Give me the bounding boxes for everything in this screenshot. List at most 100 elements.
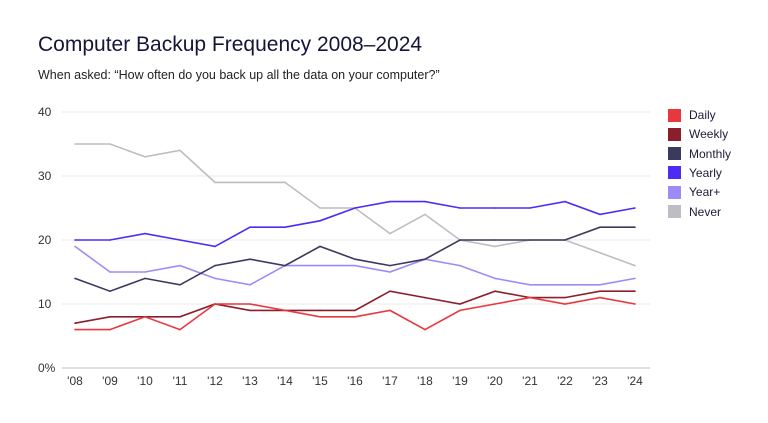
x-tick-label: '10 (137, 374, 153, 388)
data-point (564, 200, 566, 203)
y-tick-label: 0% (38, 361, 56, 375)
legend-swatch (668, 108, 681, 122)
data-point (564, 303, 566, 305)
x-tick-label: '12 (207, 374, 223, 388)
data-point (494, 277, 496, 280)
data-point (459, 207, 461, 209)
data-point (599, 226, 601, 228)
data-point (354, 258, 356, 261)
data-point (494, 303, 496, 305)
legend-swatch (668, 185, 681, 199)
x-tick-label: '24 (627, 374, 643, 388)
data-point (389, 200, 391, 203)
data-point (249, 181, 251, 184)
x-tick-label: '17 (382, 374, 398, 388)
data-point (529, 284, 531, 286)
data-point (144, 316, 146, 318)
data-point (249, 226, 251, 228)
x-tick-label: '22 (557, 374, 573, 388)
data-point (389, 309, 391, 312)
data-point (109, 271, 111, 273)
data-point (74, 322, 76, 325)
x-tick-label: '21 (522, 374, 538, 388)
legend-item: Yearly (668, 166, 722, 180)
data-point (354, 264, 356, 267)
data-point (529, 296, 531, 299)
data-point (389, 290, 391, 293)
data-point (144, 277, 146, 280)
data-point (459, 239, 461, 241)
legend-label: Never (689, 204, 722, 219)
data-point (389, 232, 391, 235)
x-tick-label: '16 (347, 374, 363, 388)
data-point (214, 245, 216, 248)
legend-item: Year+ (668, 185, 720, 199)
legend-swatch (668, 147, 681, 161)
data-point (354, 316, 356, 318)
data-point (634, 207, 636, 209)
data-point (564, 296, 566, 299)
data-point (249, 284, 251, 286)
data-point (354, 309, 356, 312)
legend-label: Weekly (689, 127, 729, 142)
data-point (634, 303, 636, 305)
x-tick-label: '11 (173, 374, 188, 388)
data-point (179, 316, 181, 318)
data-point (214, 264, 216, 267)
data-point (494, 245, 496, 248)
legend-item: Never (668, 205, 721, 219)
chart-title: Computer Backup Frequency 2008–2024 (38, 33, 423, 56)
data-point (284, 181, 286, 184)
data-point (634, 290, 636, 293)
data-point (599, 296, 601, 299)
data-point (214, 181, 216, 184)
x-tick-label: '19 (452, 374, 468, 388)
data-point (109, 316, 111, 318)
data-point (599, 290, 601, 293)
data-point (179, 264, 181, 267)
y-tick-label: 20 (38, 233, 52, 247)
x-tick-label: '14 (277, 374, 293, 388)
legend-swatch (668, 166, 681, 180)
data-point (109, 239, 111, 241)
data-point (214, 277, 216, 280)
y-tick-label: 10 (38, 297, 52, 311)
data-point (599, 284, 601, 286)
x-tick-label: '18 (417, 374, 433, 388)
data-point (424, 296, 426, 299)
data-point (74, 143, 76, 145)
data-point (74, 277, 76, 280)
data-point (144, 232, 146, 235)
x-tick-label: '08 (67, 374, 83, 388)
legend-item: Monthly (668, 147, 731, 161)
y-tick-label: 40 (38, 105, 52, 119)
data-point (354, 207, 356, 209)
data-point (494, 207, 496, 209)
data-point (249, 258, 251, 261)
x-tick-label: '09 (102, 374, 118, 388)
data-point (109, 290, 111, 293)
data-point (319, 316, 321, 318)
y-tick-label: 30 (38, 169, 52, 183)
data-point (214, 303, 216, 305)
data-point (284, 226, 286, 228)
data-point (179, 239, 181, 241)
data-point (424, 328, 426, 331)
data-point (74, 245, 76, 248)
legend-label: Monthly (689, 146, 732, 161)
data-point (319, 264, 321, 267)
data-point (319, 220, 321, 222)
data-point (529, 207, 531, 209)
legend-swatch (668, 127, 681, 141)
data-point (424, 200, 426, 203)
data-point (459, 264, 461, 267)
data-point (179, 328, 181, 331)
data-point (109, 143, 111, 145)
legend-item: Weekly (668, 127, 728, 141)
x-tick-label: '15 (312, 374, 328, 388)
data-point (494, 239, 496, 241)
data-point (319, 207, 321, 209)
data-point (564, 239, 566, 241)
legend-label: Yearly (689, 165, 722, 180)
